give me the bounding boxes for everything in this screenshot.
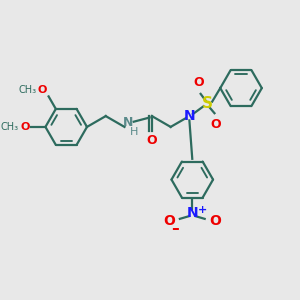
Text: CH₃: CH₃ <box>1 122 19 132</box>
Text: S: S <box>202 97 213 112</box>
Text: –: – <box>171 221 179 236</box>
Text: O: O <box>164 214 175 228</box>
Text: N: N <box>123 116 134 129</box>
Text: O: O <box>20 122 30 132</box>
Text: CH₃: CH₃ <box>18 85 37 95</box>
Text: O: O <box>211 118 221 131</box>
Text: O: O <box>147 134 157 147</box>
Text: N: N <box>184 109 195 123</box>
Text: +: + <box>197 205 207 215</box>
Text: H: H <box>130 127 138 137</box>
Text: O: O <box>194 76 205 89</box>
Text: O: O <box>209 214 221 228</box>
Text: N: N <box>187 206 198 220</box>
Text: O: O <box>38 85 47 95</box>
